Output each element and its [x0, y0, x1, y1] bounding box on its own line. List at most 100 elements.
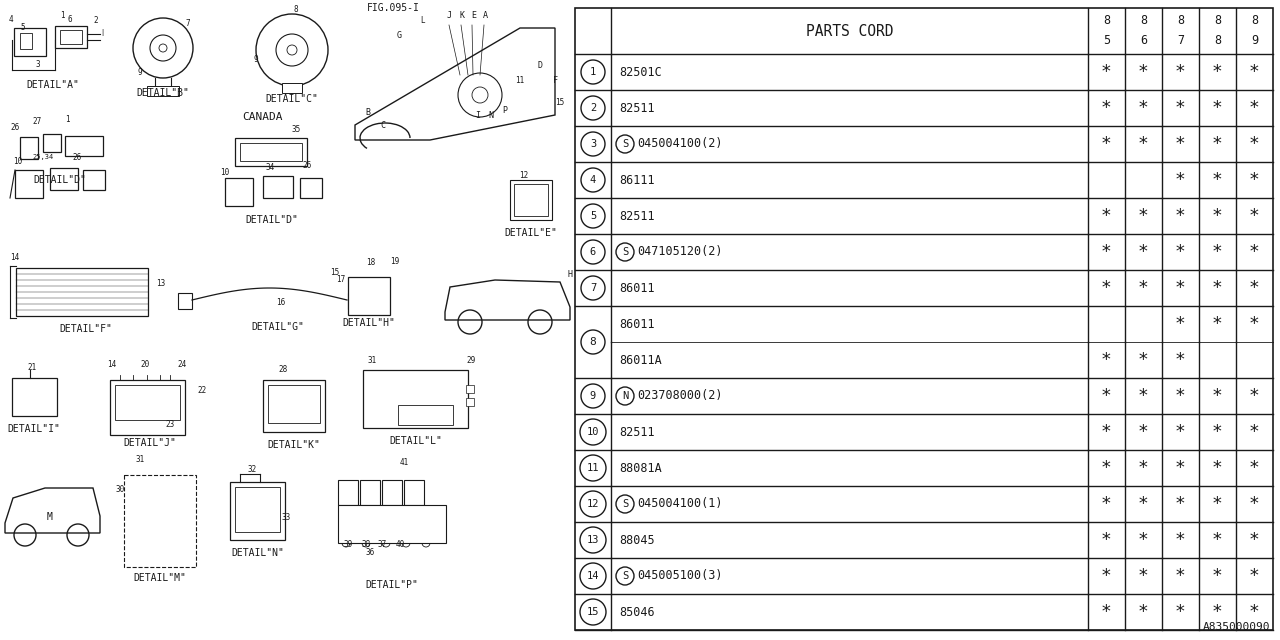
Text: *: *: [1138, 63, 1149, 81]
Text: 045005100(3): 045005100(3): [637, 570, 722, 582]
Text: 41: 41: [399, 458, 410, 467]
Text: 9: 9: [253, 55, 259, 64]
Text: FIG.095-I: FIG.095-I: [367, 3, 420, 13]
Text: 8: 8: [294, 5, 298, 14]
Text: *: *: [1212, 243, 1222, 261]
Text: *: *: [1175, 567, 1187, 585]
Text: *: *: [1249, 171, 1260, 189]
Bar: [404, 480, 424, 505]
Text: 023708000(2): 023708000(2): [637, 390, 722, 403]
Text: 34: 34: [265, 163, 274, 172]
Text: A835000090: A835000090: [1202, 622, 1270, 632]
Text: *: *: [1101, 351, 1112, 369]
Text: S: S: [622, 571, 628, 581]
Text: 15: 15: [586, 607, 599, 617]
Text: 33: 33: [282, 513, 292, 522]
Text: 82511: 82511: [620, 426, 654, 438]
Text: 5: 5: [20, 23, 24, 32]
Text: 20: 20: [140, 360, 150, 369]
Text: 13: 13: [156, 279, 165, 288]
Text: *: *: [1175, 495, 1187, 513]
Text: 25,34: 25,34: [32, 154, 54, 160]
Text: *: *: [1212, 315, 1222, 333]
Text: *: *: [1138, 531, 1149, 549]
Text: 31: 31: [136, 455, 145, 464]
Text: *: *: [1249, 495, 1260, 513]
Text: *: *: [1138, 423, 1149, 441]
Text: 2: 2: [93, 16, 97, 25]
Bar: [262, 176, 293, 198]
Text: N: N: [622, 391, 628, 401]
Text: *: *: [1249, 387, 1260, 405]
Text: 1: 1: [590, 67, 596, 77]
Text: 86011: 86011: [620, 317, 654, 330]
Text: 32: 32: [248, 465, 257, 474]
Text: *: *: [1101, 243, 1112, 261]
Text: 10: 10: [586, 427, 599, 437]
Text: *: *: [1138, 567, 1149, 585]
Bar: [515, 184, 548, 216]
Bar: [348, 277, 390, 315]
Text: 30: 30: [116, 485, 125, 494]
Text: 5: 5: [590, 211, 596, 221]
Text: *: *: [1138, 243, 1149, 261]
Text: DETAIL"K": DETAIL"K": [268, 440, 320, 450]
Text: *: *: [1249, 459, 1260, 477]
Text: |: |: [100, 29, 104, 36]
Text: 39: 39: [343, 540, 352, 549]
Text: 18: 18: [366, 258, 375, 267]
Text: *: *: [1138, 351, 1149, 369]
Text: *: *: [1101, 279, 1112, 297]
Text: 3: 3: [35, 60, 40, 69]
Text: 2: 2: [590, 103, 596, 113]
Text: 9: 9: [1251, 34, 1258, 47]
Text: 26: 26: [302, 161, 311, 170]
Text: 8: 8: [1140, 14, 1147, 27]
Text: *: *: [1249, 243, 1260, 261]
Text: 26: 26: [72, 153, 81, 162]
Bar: [241, 143, 302, 161]
Text: 26: 26: [10, 123, 19, 132]
Text: *: *: [1138, 495, 1149, 513]
Bar: [225, 178, 253, 206]
Text: *: *: [1101, 99, 1112, 117]
Text: *: *: [1249, 99, 1260, 117]
Text: 86011A: 86011A: [620, 353, 662, 367]
Text: *: *: [1212, 99, 1222, 117]
Text: *: *: [1175, 531, 1187, 549]
Bar: [44, 134, 61, 152]
Bar: [14, 28, 46, 56]
Text: *: *: [1212, 603, 1222, 621]
Text: 5: 5: [1103, 34, 1110, 47]
Text: *: *: [1175, 315, 1187, 333]
Text: 7: 7: [186, 19, 189, 28]
Text: *: *: [1175, 387, 1187, 405]
Text: 21: 21: [27, 363, 36, 372]
Bar: [15, 170, 44, 198]
Text: 8: 8: [1213, 34, 1221, 47]
Text: E: E: [471, 11, 476, 20]
Bar: [398, 405, 453, 425]
Bar: [300, 178, 323, 198]
Bar: [236, 138, 307, 166]
Bar: [83, 170, 105, 190]
Text: DETAIL"M": DETAIL"M": [133, 573, 187, 583]
Text: 27: 27: [32, 117, 41, 126]
Bar: [381, 480, 402, 505]
Text: *: *: [1175, 423, 1187, 441]
Text: *: *: [1212, 207, 1222, 225]
Bar: [236, 487, 280, 532]
Text: *: *: [1249, 135, 1260, 153]
Text: *: *: [1138, 387, 1149, 405]
Text: F: F: [553, 76, 558, 85]
Text: DETAIL"I": DETAIL"I": [8, 424, 60, 434]
Text: 8: 8: [1103, 14, 1110, 27]
Text: 4: 4: [590, 175, 596, 185]
Bar: [12, 378, 58, 416]
Text: 8: 8: [1213, 14, 1221, 27]
Bar: [262, 380, 325, 432]
Text: 1: 1: [65, 115, 69, 124]
Text: 15: 15: [330, 268, 339, 277]
Text: K: K: [460, 11, 465, 20]
Text: *: *: [1175, 279, 1187, 297]
